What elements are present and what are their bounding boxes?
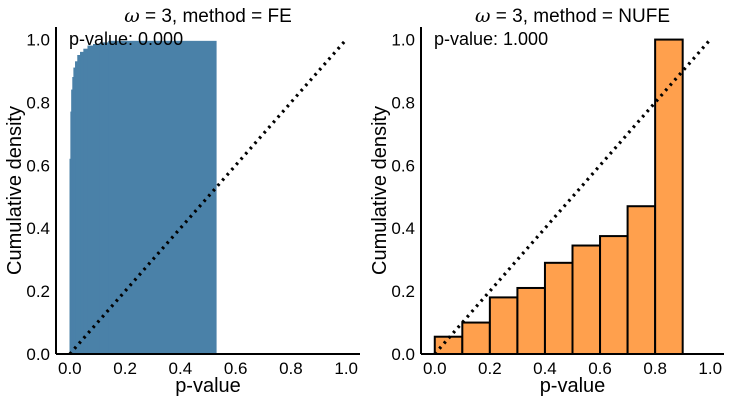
bar-5 [571,244,602,355]
bar-8 [83,48,89,355]
x-tick-label: 1.0 [698,359,722,378]
x-tick-label: 0.0 [58,359,82,378]
chart-panel-nufe: 0.0 0.2 0.4 0.6 0.8 1.0 0.0 0.2 0.4 0.6 0.8 1.0 p-va… [369,5,724,397]
bar-7 [626,205,657,355]
y-tick-label: 1.0 [26,31,50,50]
y-tick-label: 0.4 [391,219,415,238]
x-axis-label: p-value [175,375,241,397]
y-tick-label: 0.6 [26,156,50,175]
bar-10 [93,43,101,355]
bar-2 [488,296,519,355]
bar-12 [108,40,217,355]
x-tick-label: 0.4 [169,359,193,378]
x-tick-label: 0.6 [588,359,612,378]
x-axis-label: p-value [540,375,606,397]
bar-4 [543,261,574,356]
y-tick-label: 0.4 [26,219,50,238]
y-tick-label: 0.2 [391,282,415,301]
bar-6 [599,235,629,355]
x-tick-label: 0.8 [643,359,667,378]
title-symbol: ω [475,5,491,27]
bar-8 [654,38,684,355]
y-tick-label: 0.0 [26,345,50,364]
y-tick-label: 0.8 [26,93,50,112]
chart-title: ω = 3, method = FE [124,5,292,27]
y-tick-label: 0.6 [391,156,415,175]
p-value-annotation: p-value: 0.000 [69,29,183,49]
x-tick-label: 0.4 [533,359,557,378]
y-tick-label: 0.2 [26,282,50,301]
y-axis-label: Cumulative density [4,106,26,275]
bar-7 [80,51,84,355]
y-tick-label: 0.0 [391,345,415,364]
title-text: = 3, method = FE [140,6,292,27]
chart-panel-fe: 0.0 0.2 0.4 0.6 0.8 1.0 0.0 0.2 0.4 0.6 0.8 1.0 p-va… [4,5,360,397]
bar-6 [77,54,81,355]
bar-5 [75,61,78,355]
x-tick-label: 0.8 [279,359,303,378]
title-symbol: ω [124,5,140,27]
x-tick-label: 0.2 [113,359,137,378]
p-value-annotation: p-value: 1.000 [434,29,548,49]
x-tick-label: 1.0 [334,359,358,378]
x-tick-label: 0.0 [423,359,447,378]
x-tick-label: 0.2 [478,359,502,378]
chart-title: ω = 3, method = NUFE [475,5,670,27]
bar-3 [516,286,546,356]
title-text: = 3, method = NUFE [490,6,670,27]
x-tick-label: 0.6 [224,359,248,378]
bar-9 [87,45,94,355]
y-tick-label: 0.8 [391,93,415,112]
y-axis-label: Cumulative density [369,106,391,275]
bar-0 [433,335,464,355]
y-tick-label: 1.0 [391,31,415,50]
bar-1 [461,321,491,355]
bar-11 [99,42,109,355]
